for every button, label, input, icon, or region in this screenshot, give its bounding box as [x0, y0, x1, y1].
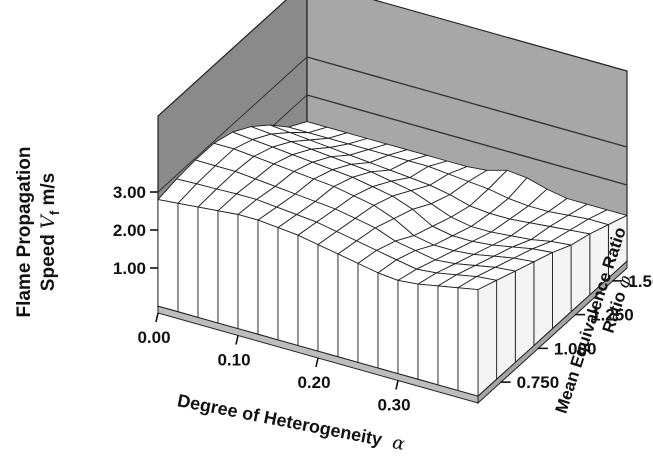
front-skirt-11	[377, 272, 399, 375]
y-tick-label-3: 1.500	[628, 272, 653, 291]
back-wall-gridline-2	[306, 56, 628, 148]
back-wall-gridline-1	[306, 94, 628, 186]
front-skirt-3	[217, 210, 239, 330]
surface-mesh	[157, 121, 628, 398]
x-tick-label-3: 0.30	[377, 396, 410, 415]
y-tick-label-2: 1.250	[591, 306, 634, 325]
front-skirt-7	[297, 234, 319, 352]
front-skirt-4	[237, 213, 259, 335]
z-tick-label-2: 3.00	[113, 183, 146, 202]
front-skirt-12	[397, 279, 419, 380]
tick-marks: 1.00 2.00 3.00 0.00 0.10 0.20 0.30 0.750 1.000 1.…	[113, 183, 653, 415]
front-skirt-14	[437, 285, 459, 391]
right-skirt-2	[514, 261, 535, 364]
front-skirt-5	[257, 219, 279, 341]
y-tick-label-0: 0.750	[517, 373, 560, 392]
front-skirt-6	[277, 226, 299, 346]
y-tick-label-1: 1.000	[554, 339, 597, 358]
z-axis-subscript: f	[47, 210, 62, 215]
right-skirt-3	[533, 251, 553, 347]
x-tick-label-2: 0.20	[297, 373, 330, 392]
z-axis-title-line1: Flame Propagation	[14, 146, 35, 317]
front-skirt-2	[197, 206, 219, 324]
front-skirt-0	[157, 199, 179, 313]
z-axis-unit: m/s	[38, 173, 59, 206]
front-skirt-1	[177, 202, 199, 318]
front-skirt-10	[357, 262, 379, 369]
x-tick-1	[235, 335, 239, 345]
x-axis-title-text: Degree of Heterogeneity	[176, 390, 384, 449]
z-axis-title-prefix: Speed	[38, 234, 59, 291]
x-axis-symbol: α	[391, 432, 407, 455]
z-tick-label-0: 1.00	[113, 259, 146, 278]
z-axis-symbol: V	[37, 213, 59, 229]
x-axis-title: Degree of Heterogeneity α	[176, 390, 407, 455]
front-skirt-8	[317, 243, 339, 358]
z-axis-title-line2: Speed Vf m/s	[37, 173, 62, 291]
left-wall-gridline-2	[157, 56, 308, 193]
front-skirt-9	[337, 253, 359, 363]
x-tick-0	[155, 312, 159, 323]
x-tick-3	[395, 380, 399, 390]
x-tick-2	[315, 357, 319, 368]
z-tick-label-1: 2.00	[113, 221, 146, 240]
x-tick-label-0: 0.00	[137, 328, 170, 347]
front-skirt-13	[417, 283, 439, 386]
x-tick-label-1: 0.10	[217, 351, 250, 370]
front-skirt-15	[457, 287, 479, 397]
right-skirt-1	[496, 270, 516, 381]
right-skirt-0	[477, 279, 498, 398]
